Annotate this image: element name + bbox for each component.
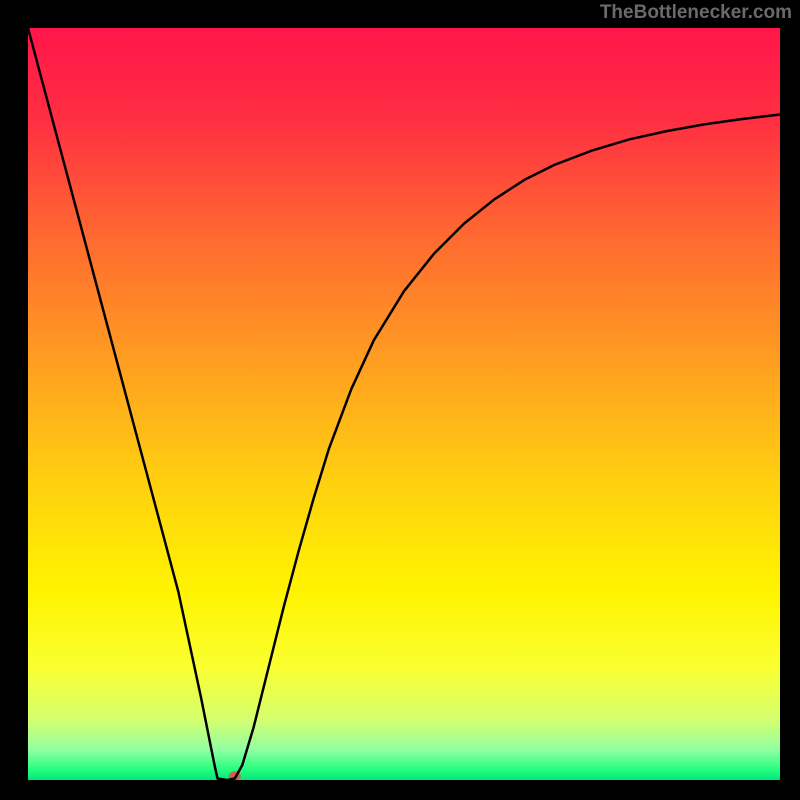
chart-container: TheBottlenecker.com: [0, 0, 800, 800]
plot-area: [28, 28, 780, 780]
bottleneck-curve: [28, 28, 780, 780]
watermark-text: TheBottlenecker.com: [600, 2, 792, 24]
curve-layer: [28, 28, 780, 780]
